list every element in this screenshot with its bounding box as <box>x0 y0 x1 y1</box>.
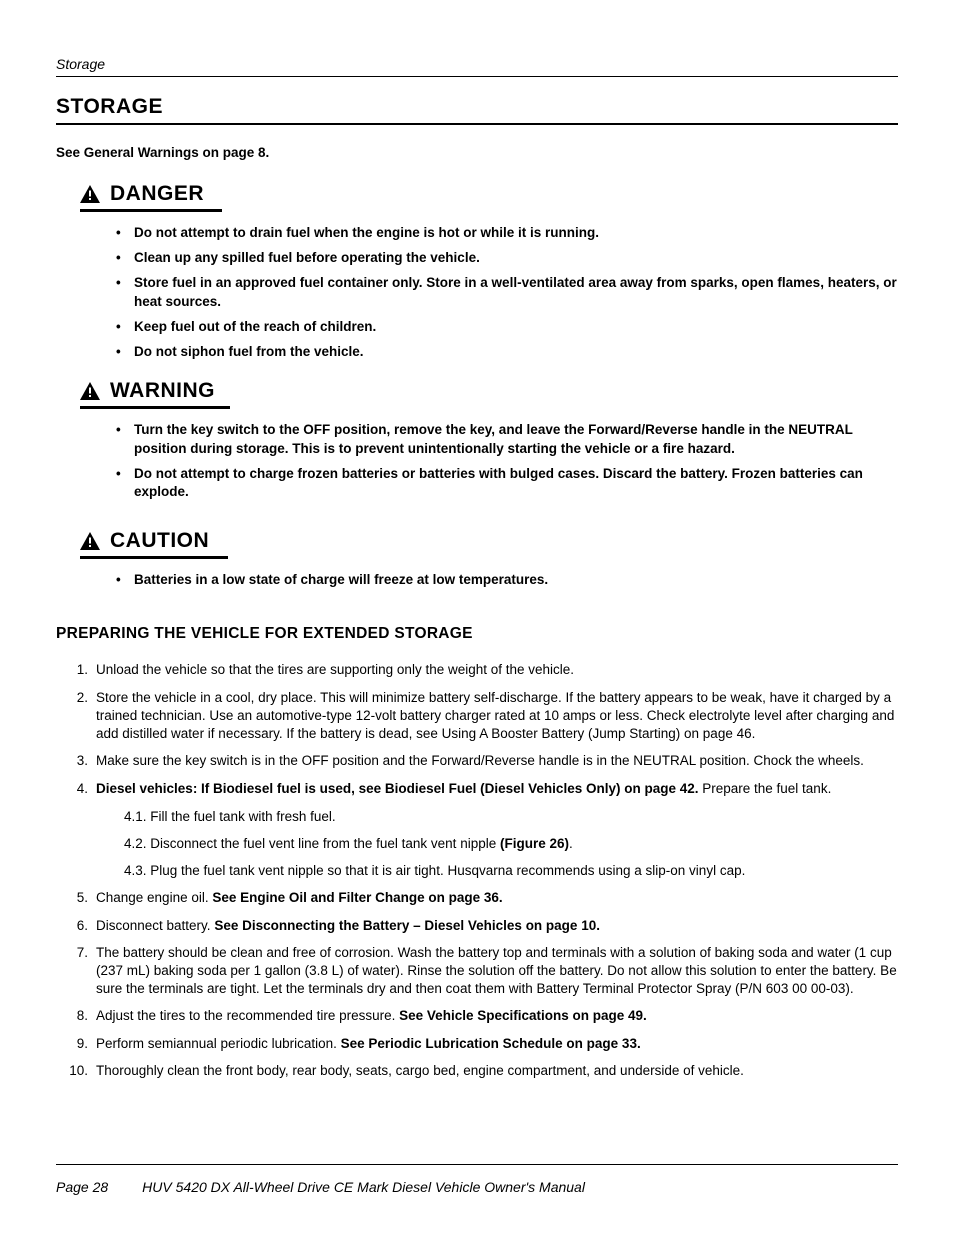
substep-item: 4.2. Disconnect the fuel vent line from … <box>124 835 898 854</box>
section-rule <box>56 123 898 125</box>
danger-list: Do not attempt to drain fuel when the en… <box>116 224 898 361</box>
intro-text: See General Warnings on page 8. <box>56 145 898 160</box>
danger-item: Do not siphon fuel from the vehicle. <box>116 343 898 361</box>
step-text: Disconnect battery. <box>96 918 214 933</box>
page-number: Page 28 <box>56 1179 108 1195</box>
substeps-list: 4.1. Fill the fuel tank with fresh fuel.… <box>124 808 898 881</box>
subsection-heading: PREPARING THE VEHICLE FOR EXTENDED STORA… <box>56 625 898 643</box>
step-item: Thoroughly clean the front body, rear bo… <box>56 1062 898 1080</box>
step-tail: Prepare the fuel tank. <box>698 781 831 796</box>
danger-item: Do not attempt to drain fuel when the en… <box>116 224 898 242</box>
warning-item: Turn the key switch to the OFF position,… <box>116 421 898 457</box>
danger-item: Keep fuel out of the reach of children. <box>116 318 898 336</box>
step-item: Adjust the tires to the recommended tire… <box>56 1007 898 1025</box>
page: Storage STORAGE See General Warnings on … <box>0 0 954 1235</box>
caution-list: Batteries in a low state of charge will … <box>116 571 898 589</box>
step-ref: See Periodic Lubrication Schedule on pag… <box>341 1036 641 1051</box>
alert-triangle-icon <box>80 382 100 400</box>
footer-rule <box>56 1164 898 1165</box>
footer-text: Page 28 HUV 5420 DX All-Wheel Drive CE Ma… <box>56 1179 898 1195</box>
warning-label: WARNING <box>110 379 215 403</box>
warning-heading: WARNING <box>80 379 898 403</box>
alert-triangle-icon <box>80 185 100 203</box>
steps-list: Unload the vehicle so that the tires are… <box>56 661 898 1080</box>
step-item: Change engine oil. See Engine Oil and Fi… <box>56 889 898 907</box>
danger-rule <box>80 209 222 212</box>
danger-heading: DANGER <box>80 182 898 206</box>
figure-ref: (Figure 26) <box>500 836 569 851</box>
substep-item: 4.3. Plug the fuel tank vent nipple so t… <box>124 862 898 881</box>
step-text: Perform semiannual periodic lubrication. <box>96 1036 341 1051</box>
warning-list: Turn the key switch to the OFF position,… <box>116 421 898 501</box>
caution-rule <box>80 556 228 559</box>
step-text: Adjust the tires to the recommended tire… <box>96 1008 399 1023</box>
warning-rule <box>80 406 230 409</box>
step-item: Perform semiannual periodic lubrication.… <box>56 1035 898 1053</box>
step-text: Change engine oil. <box>96 890 212 905</box>
step-ref: See Engine Oil and Filter Change on page… <box>212 890 502 905</box>
danger-label: DANGER <box>110 182 204 206</box>
step-item: Unload the vehicle so that the tires are… <box>56 661 898 679</box>
step-ref: See Vehicle Specifications on page 49. <box>399 1008 647 1023</box>
danger-item: Store fuel in an approved fuel container… <box>116 274 898 310</box>
alert-triangle-icon <box>80 532 100 550</box>
page-footer: Page 28 HUV 5420 DX All-Wheel Drive CE Ma… <box>56 1164 898 1195</box>
step-item: Store the vehicle in a cool, dry place. … <box>56 689 898 744</box>
step-bold: Diesel vehicles: If Biodiesel fuel is us… <box>96 781 698 796</box>
step-ref: See Disconnecting the Battery – Diesel V… <box>214 918 600 933</box>
step-item: Make sure the key switch is in the OFF p… <box>56 752 898 770</box>
danger-item: Clean up any spilled fuel before operati… <box>116 249 898 267</box>
caution-item: Batteries in a low state of charge will … <box>116 571 898 589</box>
warning-item: Do not attempt to charge frozen batterie… <box>116 465 898 501</box>
section-title: STORAGE <box>56 95 898 119</box>
warning-block: WARNING Turn the key switch to the OFF p… <box>80 379 898 501</box>
substep-item: 4.1. Fill the fuel tank with fresh fuel. <box>124 808 898 827</box>
running-head: Storage <box>56 56 898 72</box>
step-item: The battery should be clean and free of … <box>56 944 898 999</box>
substep-tail: . <box>569 836 573 851</box>
step-item: Disconnect battery. See Disconnecting th… <box>56 917 898 935</box>
danger-block: DANGER Do not attempt to drain fuel when… <box>80 182 898 361</box>
caution-block: CAUTION Batteries in a low state of char… <box>80 529 898 589</box>
caution-heading: CAUTION <box>80 529 898 553</box>
step-item: Diesel vehicles: If Biodiesel fuel is us… <box>56 780 898 881</box>
header-rule <box>56 76 898 77</box>
caution-label: CAUTION <box>110 529 209 553</box>
manual-title: HUV 5420 DX All-Wheel Drive CE Mark Dies… <box>142 1179 585 1195</box>
substep-text: 4.2. Disconnect the fuel vent line from … <box>124 836 500 851</box>
